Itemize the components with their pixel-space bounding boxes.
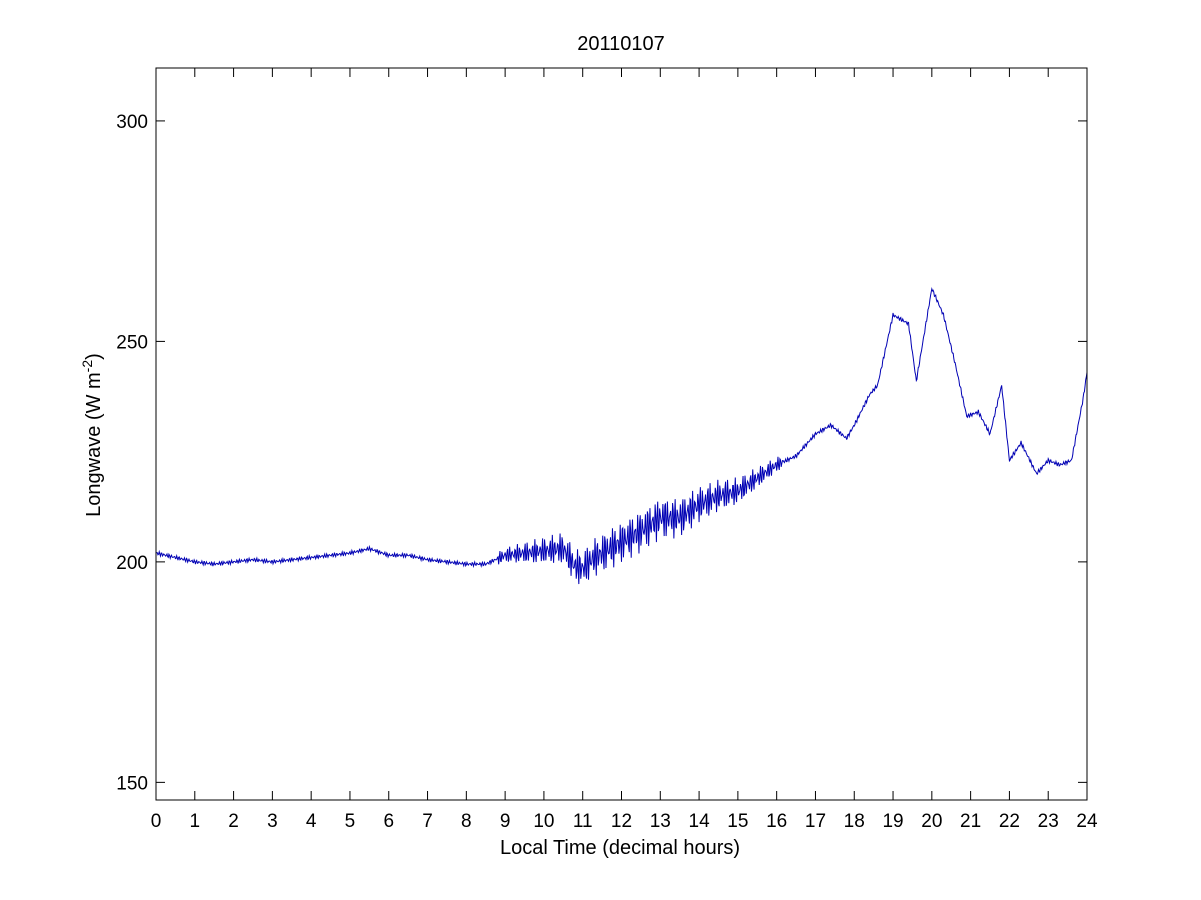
x-tick-label: 3 — [267, 811, 278, 832]
y-tick-label: 200 — [116, 553, 148, 574]
x-tick-label: 21 — [960, 811, 981, 832]
x-tick-label: 11 — [573, 811, 593, 832]
x-tick-label: 24 — [1076, 811, 1098, 832]
x-tick-label: 19 — [882, 811, 903, 832]
series-line-0 — [155, 287, 1088, 585]
plot-area: 0 1 2 3 4 5 6 7 8 9 10 11 12 13 14 15 16 17 18 19 20 21 22 23 24… — [116, 67, 1098, 832]
x-tick-label: 7 — [422, 811, 433, 832]
x-axis-title: Local Time (decimal hours) — [500, 837, 740, 859]
x-tick-label: 4 — [306, 811, 317, 832]
y-tick-label: 150 — [116, 773, 148, 794]
y-tick-label: 300 — [116, 112, 148, 133]
x-tick-label: 9 — [500, 811, 511, 832]
x-tick-label: 13 — [650, 811, 671, 832]
x-tick-label: 0 — [151, 811, 162, 832]
x-tick-label: 18 — [844, 811, 865, 832]
chart-title: 20110107 — [577, 33, 665, 55]
x-tick-label: 17 — [805, 811, 826, 832]
axes-frame — [155, 67, 1088, 801]
y-tick-label: 250 — [116, 332, 148, 353]
x-tick-label: 2 — [228, 811, 239, 832]
x-tick-label: 10 — [533, 811, 554, 832]
y-axis-title: Longwave (W m-2) — [79, 353, 105, 517]
x-tick-label: 6 — [383, 811, 394, 832]
x-tick-label: 23 — [1038, 811, 1059, 832]
x-tick-label: 16 — [766, 811, 787, 832]
x-tick-label: 12 — [611, 811, 632, 832]
x-tick-label: 22 — [999, 811, 1020, 832]
x-tick-label: 1 — [190, 811, 201, 832]
x-tick-label: 20 — [921, 811, 942, 832]
x-tick-label: 5 — [345, 811, 356, 832]
x-tick-label: 8 — [461, 811, 472, 832]
x-tick-label: 15 — [727, 811, 748, 832]
x-tick-label: 14 — [689, 811, 711, 832]
